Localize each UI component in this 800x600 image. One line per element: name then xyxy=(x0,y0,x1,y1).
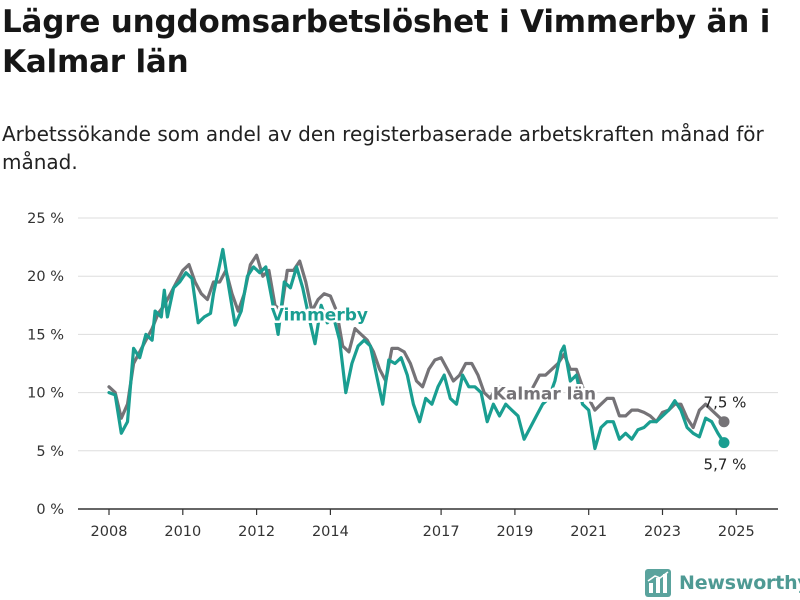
series-line-kalmar-l-n xyxy=(107,253,726,430)
x-tick-label: 2008 xyxy=(91,524,128,540)
brand-name: Newsworthy xyxy=(679,572,800,594)
x-tick-label: 2014 xyxy=(312,524,349,540)
bar-chart-logo-icon xyxy=(645,569,671,597)
y-tick-label: 15 % xyxy=(27,327,64,343)
chart-subtitle: Arbetssökande som andel av den registerb… xyxy=(2,122,764,174)
y-tick-label: 25 % xyxy=(27,211,64,227)
y-tick-label: 20 % xyxy=(27,269,64,285)
x-tick-label: 2010 xyxy=(164,524,201,540)
y-tick-label: 10 % xyxy=(27,386,64,402)
end-label-kalmar-l-n: 7,5 % xyxy=(704,394,747,412)
end-point-kalmar-l-n xyxy=(718,416,730,428)
end-point-vimmerby xyxy=(718,437,730,449)
x-tick-label: 2017 xyxy=(423,524,460,540)
x-tick-label: 2021 xyxy=(570,524,607,540)
x-tick-label: 2025 xyxy=(718,524,755,540)
chart-title: Lägre ungdomsarbetslöshet i Vimmerby än … xyxy=(2,4,771,80)
series-line-vimmerby xyxy=(107,247,726,451)
x-tick-label: 2023 xyxy=(644,524,681,540)
x-tick-label: 2012 xyxy=(238,524,275,540)
y-tick-label: 5 % xyxy=(36,444,64,460)
series-label-vimmerby: Vimmerby xyxy=(271,305,368,325)
x-tick-label: 2019 xyxy=(496,524,533,540)
series-label-kalmar-l-n: Kalmar län xyxy=(493,385,596,405)
y-tick-label: 0 % xyxy=(36,502,64,518)
end-label-vimmerby: 5,7 % xyxy=(704,456,747,474)
brand-logo[interactable]: Newsworthy xyxy=(645,568,800,598)
